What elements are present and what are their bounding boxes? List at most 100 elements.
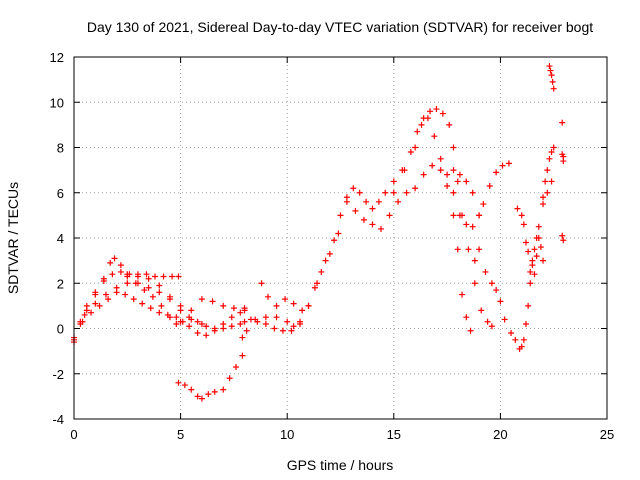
y-tick-label: 2	[57, 276, 64, 291]
data-point	[141, 287, 148, 294]
data-point	[529, 257, 536, 264]
data-point	[505, 160, 512, 167]
plot-frame	[73, 56, 608, 420]
data-point	[431, 133, 438, 140]
data-point	[220, 386, 227, 393]
data-point	[239, 352, 246, 359]
data-point	[450, 167, 457, 174]
data-points	[71, 63, 567, 402]
data-point	[469, 223, 476, 230]
data-point	[548, 178, 555, 185]
data-point	[134, 280, 141, 287]
y-tick-label: 4	[57, 231, 64, 246]
data-point	[533, 253, 540, 260]
x-tick-label: 0	[70, 427, 77, 442]
data-point	[100, 275, 107, 282]
data-point	[549, 78, 556, 85]
data-point	[560, 153, 567, 160]
data-point	[205, 391, 212, 398]
data-point	[239, 334, 246, 341]
data-point	[233, 363, 240, 370]
data-point	[559, 232, 566, 239]
data-point	[439, 110, 446, 117]
data-point	[537, 244, 544, 251]
data-point	[437, 155, 444, 162]
data-point	[109, 271, 116, 278]
data-point	[331, 237, 338, 244]
data-point	[198, 395, 205, 402]
data-point	[88, 309, 95, 316]
data-point	[382, 189, 389, 196]
data-point	[181, 382, 188, 389]
data-point	[209, 298, 216, 305]
data-point	[356, 189, 363, 196]
data-point	[173, 320, 180, 327]
data-point	[296, 318, 303, 325]
data-point	[254, 318, 261, 325]
data-point	[305, 302, 312, 309]
data-point	[378, 225, 385, 232]
data-point	[188, 386, 195, 393]
data-point	[518, 343, 525, 350]
x-tick-label: 20	[493, 427, 507, 442]
data-point	[241, 318, 248, 325]
data-point	[130, 296, 137, 303]
data-point	[544, 189, 551, 196]
data-point	[203, 332, 210, 339]
data-point	[469, 189, 476, 196]
data-point	[386, 212, 393, 219]
data-point	[175, 379, 182, 386]
data-point	[535, 235, 542, 241]
data-point	[179, 318, 186, 325]
data-point	[230, 305, 237, 312]
data-point	[314, 280, 321, 287]
data-point	[488, 280, 495, 287]
data-point	[145, 275, 152, 282]
data-point	[273, 302, 280, 309]
data-point	[166, 293, 173, 300]
data-point	[262, 314, 269, 321]
data-point	[111, 255, 118, 262]
grid	[74, 57, 607, 419]
data-point	[546, 63, 553, 70]
x-tick-label: 25	[600, 427, 614, 442]
data-point	[265, 293, 272, 300]
data-point	[273, 314, 280, 321]
y-tick-label: 6	[57, 186, 64, 201]
data-point	[363, 198, 370, 205]
data-point	[463, 221, 470, 228]
data-point	[454, 178, 461, 185]
axis-ticks: 0 5 10 15 20 25 -4 -2 0 2 4 6 8 10 12	[50, 50, 615, 442]
data-point	[550, 85, 557, 92]
data-point	[463, 178, 470, 185]
data-point	[540, 257, 547, 264]
data-point	[429, 162, 436, 169]
data-point	[482, 268, 489, 275]
data-point	[550, 144, 557, 151]
data-point	[465, 246, 472, 253]
data-point	[107, 259, 114, 266]
data-point	[531, 271, 538, 278]
data-point	[547, 67, 554, 74]
data-point	[518, 212, 525, 219]
data-point	[499, 162, 506, 169]
data-point	[522, 239, 529, 246]
data-point	[525, 302, 532, 309]
data-point	[476, 212, 483, 219]
data-point	[454, 246, 461, 253]
data-point	[501, 316, 508, 323]
data-point	[527, 280, 534, 287]
data-point	[228, 323, 235, 330]
data-point	[169, 273, 176, 280]
data-point	[478, 307, 485, 314]
data-point	[444, 182, 451, 189]
data-point	[375, 198, 382, 205]
data-point	[456, 212, 463, 219]
data-point	[156, 289, 163, 296]
data-point	[450, 212, 457, 219]
data-point	[241, 305, 248, 312]
data-point	[548, 72, 555, 79]
data-point	[493, 169, 500, 176]
data-point	[484, 318, 491, 325]
y-tick-label: 12	[50, 50, 64, 65]
